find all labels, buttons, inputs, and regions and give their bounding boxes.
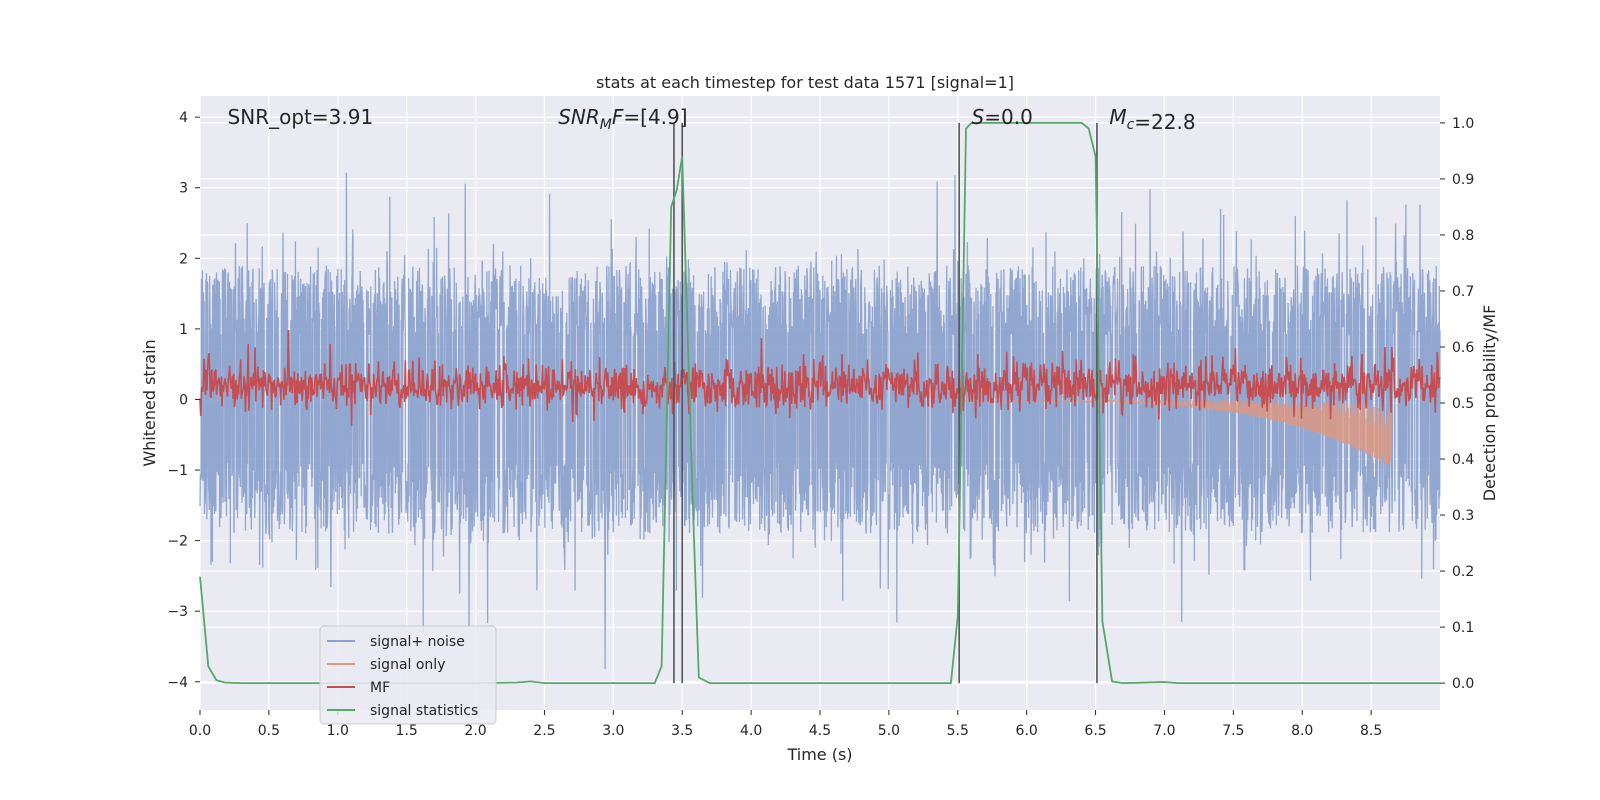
y-left-tick-label: 4	[179, 110, 188, 126]
x-tick-label: 0.5	[258, 723, 280, 739]
y-left-tick-label: 0	[179, 392, 188, 408]
x-tick-label: 0.0	[189, 723, 211, 739]
y-left-tick-label: 3	[179, 181, 188, 197]
x-tick-label: 3.5	[671, 723, 693, 739]
y-right-tick-label: 0.3	[1452, 508, 1474, 524]
y-right-axis-ticks: 0.0 0.1 0.2 0.3 0.4 0.5 0.6 0.7 0.8 0.9 1.0	[1440, 116, 1474, 692]
annotations: SNR_opt=3.91 SNRMF=[4.9] S=0.0 Mc=22.8	[228, 105, 1196, 134]
x-tick-label: 2.5	[533, 723, 555, 739]
x-tick-label: 3.0	[602, 723, 624, 739]
y-left-tick-label: −3	[167, 604, 188, 620]
x-tick-label: 6.5	[1084, 723, 1106, 739]
annotation-3: Mc=22.8	[1109, 105, 1195, 134]
y-right-tick-label: 0.7	[1452, 284, 1474, 300]
y-right-tick-label: 0.0	[1452, 676, 1474, 692]
y-left-tick-label: −2	[167, 534, 188, 550]
x-tick-label: 1.0	[327, 723, 349, 739]
x-tick-label: 7.0	[1153, 723, 1175, 739]
x-axis-ticks: 0.0 0.5 1.0 1.5 2.0 2.5 3.0 3.5 4.0 4.5 5.0 5.5 6.0 6…	[189, 710, 1382, 739]
y-right-tick-label: 0.6	[1452, 340, 1474, 356]
x-tick-label: 7.5	[1222, 723, 1244, 739]
y-right-tick-label: 1.0	[1452, 116, 1474, 132]
vertical-markers	[673, 122, 1098, 684]
legend-label-3: signal statistics	[370, 703, 478, 719]
legend-label-1: signal only	[370, 657, 445, 673]
y-left-tick-label: 2	[179, 251, 188, 267]
x-tick-label: 4.5	[809, 723, 831, 739]
x-tick-label: 2.0	[464, 723, 486, 739]
legend-label-0: signal+ noise	[370, 634, 465, 650]
series-signal-noise	[199, 172, 1441, 670]
y-right-tick-label: 0.5	[1452, 396, 1474, 412]
annotation-2: S=0.0	[972, 105, 1033, 129]
y-left-tick-label: −4	[167, 675, 188, 691]
x-tick-label: 8.0	[1291, 723, 1313, 739]
series-line-signal-noise	[199, 172, 1441, 670]
x-tick-label: 5.5	[947, 723, 969, 739]
legend-label-2: MF	[370, 680, 390, 696]
x-tick-label: 8.5	[1360, 723, 1382, 739]
y-right-tick-label: 0.9	[1452, 172, 1474, 188]
y-left-tick-label: 1	[179, 322, 188, 338]
series-mf	[199, 330, 1441, 427]
chart-title: stats at each timestep for test data 157…	[596, 73, 1014, 92]
x-axis-label: Time (s)	[786, 745, 852, 764]
y-left-tick-label: −1	[167, 463, 188, 479]
x-tick-label: 6.0	[1016, 723, 1038, 739]
y-right-tick-label: 0.8	[1452, 228, 1474, 244]
y-left-axis-label: Whitened strain	[140, 339, 159, 466]
y-right-tick-label: 0.2	[1452, 564, 1474, 580]
legend-box	[319, 625, 497, 725]
y-right-tick-label: 0.1	[1452, 620, 1474, 636]
x-tick-label: 5.0	[878, 723, 900, 739]
x-tick-label: 4.0	[740, 723, 762, 739]
y-right-tick-label: 0.4	[1452, 452, 1474, 468]
legend: signal+ noise signal only MF signal statist…	[319, 625, 497, 725]
annotation-1: SNRMF=[4.9]	[558, 105, 687, 133]
x-tick-label: 1.5	[396, 723, 418, 739]
y-left-axis-ticks: −4 −3 −2 −1 0 1 2 3 4	[167, 110, 200, 691]
y-right-axis-label: Detection probability/MF	[1480, 305, 1499, 502]
series-line-mf	[199, 330, 1441, 427]
annotation-0: SNR_opt=3.91	[228, 105, 374, 129]
